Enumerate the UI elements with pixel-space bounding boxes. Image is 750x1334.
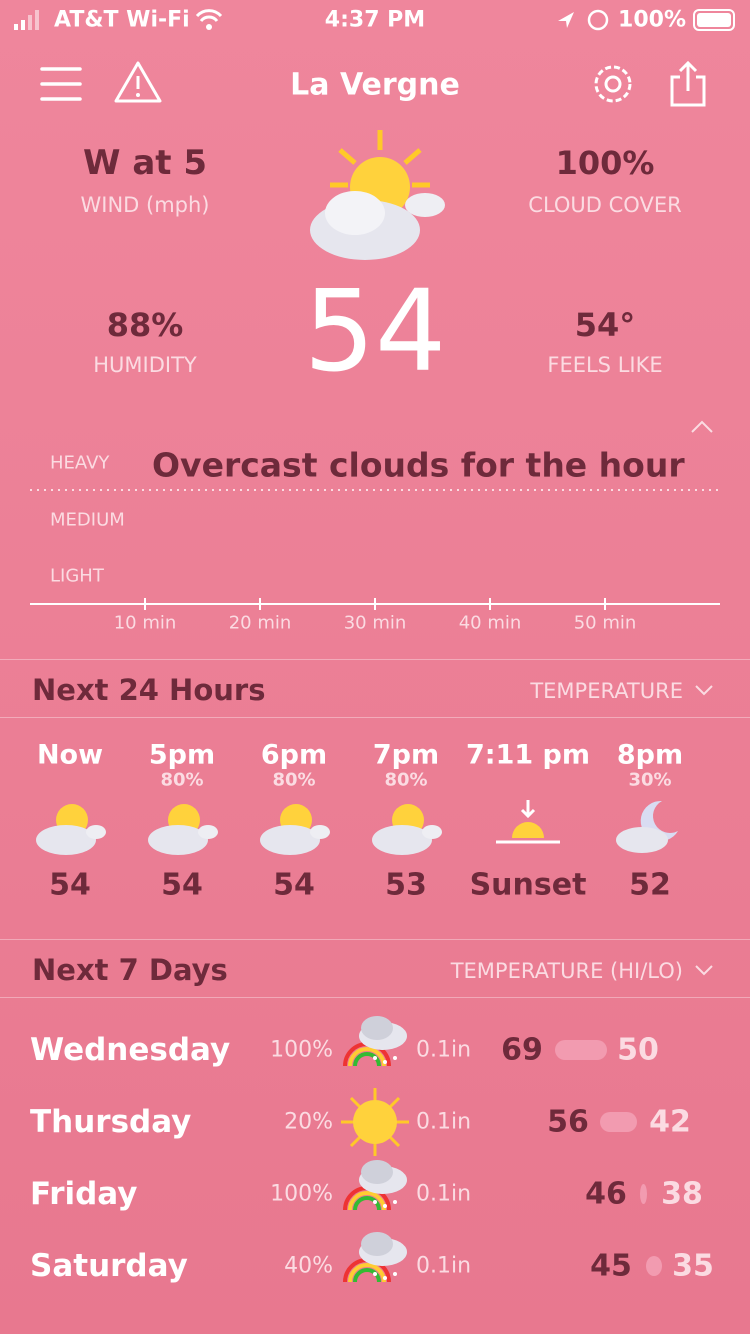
day-icon <box>341 1088 409 1156</box>
hour-icon <box>372 804 442 855</box>
status-icons <box>14 9 735 31</box>
precip-chance: 100% <box>270 1181 333 1207</box>
divider <box>0 939 750 940</box>
precip-amount: 0.1in <box>416 1037 472 1063</box>
high-temperature: 56 <box>547 1104 589 1140</box>
dropdown-icon <box>695 685 713 696</box>
section-title: Next 24 Hours <box>32 673 266 707</box>
current-temperature: 54 <box>303 267 447 397</box>
hour-temperature: 54 <box>49 867 91 903</box>
day-icon <box>343 1160 407 1211</box>
hour-icon <box>260 804 330 855</box>
day-icon <box>343 1016 407 1067</box>
temperature-range <box>600 1112 637 1132</box>
precip-amount: 0.1in <box>416 1253 472 1279</box>
precip-chance: 80% <box>160 769 204 791</box>
precip-chance: 40% <box>284 1253 333 1279</box>
time-tick-label: 50 min <box>573 612 637 634</box>
low-temperature: 42 <box>649 1104 691 1140</box>
hour-temperature: 54 <box>273 867 315 903</box>
hour-temperature: 52 <box>629 867 671 903</box>
hour-time: 7:11 pm <box>465 739 591 771</box>
temperature-range <box>646 1256 662 1276</box>
time-tick-label: 30 min <box>343 612 407 634</box>
dropdown-icon <box>695 965 713 976</box>
hourly-mode[interactable]: TEMPERATURE <box>530 679 683 703</box>
hour-temperature: 53 <box>385 867 427 903</box>
weather-icon <box>310 130 445 260</box>
intensity-label: HEAVY <box>50 452 110 474</box>
daily-mode[interactable]: TEMPERATURE (HI/LO) <box>450 959 683 983</box>
time-tick-label: 20 min <box>228 612 292 634</box>
hour-event: Sunset <box>469 867 587 903</box>
precip-amount: 0.1in <box>416 1181 472 1207</box>
precip-chance: 20% <box>284 1109 333 1135</box>
hour-temperature: 54 <box>161 867 203 903</box>
wind-label: WIND (mph) <box>80 193 210 217</box>
intensity-label: MEDIUM <box>50 509 125 531</box>
hour-time: 8pm <box>616 739 684 771</box>
hour-icon <box>496 800 560 844</box>
divider <box>0 717 750 718</box>
hour-time: 6pm <box>260 739 328 771</box>
day-name: Friday <box>30 1176 138 1212</box>
intensity-label: LIGHT <box>50 565 104 587</box>
precip-chance: 30% <box>628 769 672 791</box>
precipitation-summary: Overcast clouds for the hour <box>152 445 685 485</box>
header-icons <box>40 60 706 107</box>
feels-like-label: FEELS LIKE <box>547 353 663 377</box>
chart-axes <box>30 489 720 610</box>
day-name: Wednesday <box>30 1032 231 1068</box>
share-button[interactable] <box>670 60 706 107</box>
low-temperature: 38 <box>661 1176 703 1212</box>
day-name: Saturday <box>30 1248 188 1284</box>
cloud-cover-label: CLOUD COVER <box>528 193 682 217</box>
battery-level: 100% <box>618 7 686 33</box>
hour-time: Now <box>36 739 104 771</box>
time-tick-label: 40 min <box>458 612 522 634</box>
precip-chance: 80% <box>384 769 428 791</box>
hour-icon <box>148 804 218 855</box>
high-temperature: 45 <box>590 1248 632 1284</box>
wind-value: W at 5 <box>82 143 208 183</box>
section-title: Next 7 Days <box>32 953 228 987</box>
high-temperature: 69 <box>501 1032 543 1068</box>
low-temperature: 50 <box>617 1032 659 1068</box>
temperature-range <box>555 1040 607 1060</box>
cloud-cover-value: 100% <box>555 144 655 182</box>
day-icon <box>343 1232 407 1283</box>
divider <box>0 997 750 998</box>
collapse-button[interactable] <box>690 418 720 438</box>
humidity-value: 88% <box>106 306 184 344</box>
time-tick-label: 10 min <box>113 612 177 634</box>
alert-button[interactable] <box>114 61 162 103</box>
low-temperature: 35 <box>672 1248 714 1284</box>
settings-button[interactable] <box>594 65 632 103</box>
hour-time: 7pm <box>372 739 440 771</box>
city-title: La Vergne <box>290 67 460 103</box>
hour-time: 5pm <box>148 739 216 771</box>
precip-chance: 100% <box>270 1037 333 1063</box>
precip-chance: 80% <box>272 769 316 791</box>
day-name: Thursday <box>30 1104 192 1140</box>
high-temperature: 46 <box>585 1176 627 1212</box>
temperature-range <box>640 1184 647 1204</box>
carrier: AT&T Wi-Fi <box>54 7 190 33</box>
hour-icon <box>616 800 678 853</box>
hour-icon <box>36 804 106 855</box>
humidity-label: HUMIDITY <box>93 353 197 377</box>
menu-button[interactable] <box>40 67 82 101</box>
feels-like-value: 54° <box>574 306 636 344</box>
precip-amount: 0.1in <box>416 1109 472 1135</box>
clock: 4:37 PM <box>324 7 426 33</box>
divider <box>0 659 750 660</box>
